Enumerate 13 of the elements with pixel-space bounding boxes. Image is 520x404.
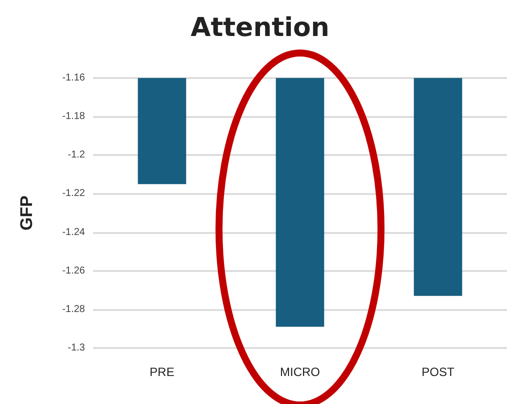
chart-title: Attention (190, 13, 330, 43)
y-tick-label: -1.3 (68, 342, 86, 354)
x-tick-label: PRE (150, 365, 174, 379)
y-tick-label: -1.22 (62, 188, 86, 200)
y-tick-label: -1.26 (62, 265, 86, 276)
x-tick-label: MICRO (280, 365, 320, 379)
y-tick-label: -1.2 (68, 150, 86, 161)
y-axis-title: GFP (17, 196, 36, 230)
y-tick-label: -1.24 (62, 226, 86, 238)
y-tick-label: -1.28 (62, 304, 86, 315)
x-tick-label: POST (422, 365, 456, 379)
y-tick-label: -1.18 (62, 111, 86, 122)
y-tick-label: -1.16 (62, 72, 86, 84)
